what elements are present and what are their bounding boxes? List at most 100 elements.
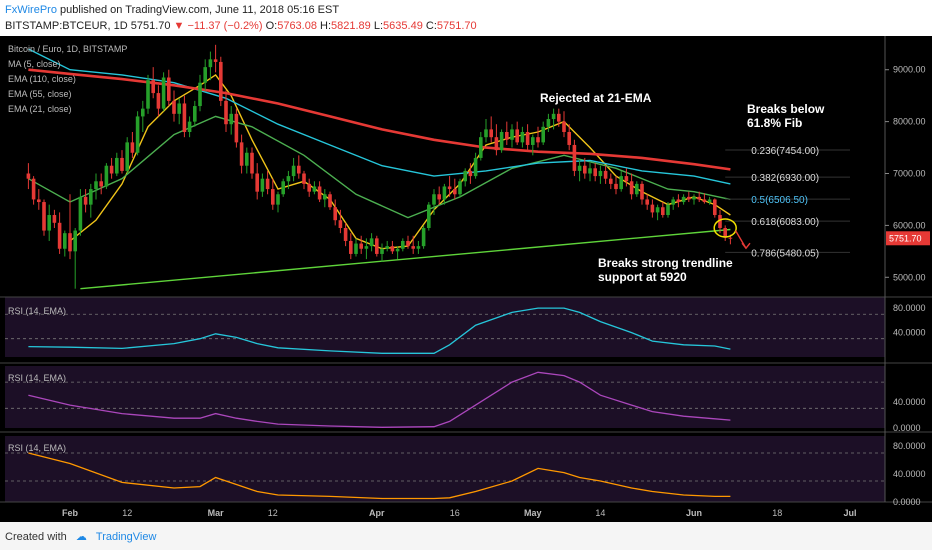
x-tick-label: 12 <box>268 508 278 518</box>
high-label: H: <box>320 20 332 32</box>
footer: Created with ☁ TradingView <box>0 522 932 550</box>
candle-body <box>718 215 722 228</box>
x-tick-label: Feb <box>62 508 79 518</box>
legend: Bitcoin / Euro, 1D, BITSTAMP MA (5, clos… <box>8 44 127 114</box>
legend-item-ema55: EMA (55, close) <box>8 89 72 99</box>
x-tick-label: Apr <box>369 508 385 518</box>
y-tick-label: 6000.00 <box>893 220 926 230</box>
candle-body <box>385 246 389 249</box>
candle-body <box>333 207 337 221</box>
candle-body <box>83 196 88 205</box>
candle-body <box>499 131 504 151</box>
candle-body <box>135 116 140 153</box>
candle-body <box>125 142 129 171</box>
candle-body <box>603 170 608 179</box>
rsi-title: RSI (14, EMA) <box>8 443 66 453</box>
candle-body <box>655 207 660 213</box>
rsi-panels[interactable]: RSI (14, EMA) 40.0000 80.0000 RSI (14, EMA)… <box>5 303 926 507</box>
candle-body <box>343 227 348 241</box>
candle-body <box>515 129 519 143</box>
candle-body <box>453 189 457 195</box>
candle-body <box>645 199 649 205</box>
candle-body <box>338 220 343 228</box>
candle-body <box>551 113 556 120</box>
candle-body <box>557 113 561 122</box>
close-label: C: <box>425 20 437 32</box>
candle-body <box>401 240 405 249</box>
y-tick-label: 9000.00 <box>893 65 926 75</box>
candle-body <box>99 181 103 187</box>
candle-body <box>115 157 119 174</box>
candle-body <box>229 113 233 125</box>
rsi-title: RSI (14, EMA) <box>8 306 66 316</box>
price-plot[interactable]: 0.236(7454.00) 0.382(6930.00) 0.5(6506.50)… <box>26 44 850 290</box>
rsi-line <box>28 371 731 428</box>
candle-body <box>525 131 530 145</box>
candle-body <box>213 59 218 62</box>
candle-body <box>447 186 452 190</box>
x-tick-label: 16 <box>450 508 460 518</box>
candle-body <box>707 199 712 203</box>
candle-body <box>297 165 301 174</box>
candle-body <box>421 227 426 247</box>
candle-body <box>473 157 478 177</box>
chart-header: FxWirePro published on TradingView.com, … <box>0 0 932 36</box>
candle-body <box>68 233 72 252</box>
candle-body <box>629 181 634 195</box>
tradingview-logo-icon[interactable]: ☁ <box>75 531 87 543</box>
x-tick-label: 18 <box>772 508 782 518</box>
candle-body <box>577 165 582 171</box>
fib-label: 0.236(7454.00) <box>751 146 819 157</box>
series-line-0 <box>69 73 731 250</box>
candle-body <box>255 173 259 192</box>
candle-body <box>234 113 239 143</box>
candle-body <box>317 186 322 200</box>
candle-body <box>510 129 514 140</box>
author-link[interactable]: FxWirePro <box>5 4 57 16</box>
candle-body <box>609 178 613 184</box>
candle-body <box>390 246 395 252</box>
candle-body <box>572 144 577 171</box>
series-line-3 <box>28 68 731 171</box>
annotation-text: support at 5920 <box>598 270 687 284</box>
candle-body <box>650 204 655 213</box>
candle-body <box>239 142 244 166</box>
candle-body <box>73 230 77 252</box>
candle-body <box>536 137 540 143</box>
candle-body <box>406 240 410 247</box>
candle-body <box>219 61 223 101</box>
last-price-label: 5751.70 <box>889 233 922 243</box>
candle-body <box>109 165 114 174</box>
candle-body <box>42 202 46 231</box>
price-change: ▼ −11.37 (−0.2%) <box>173 20 263 32</box>
legend-item-ema110: EMA (110, close) <box>8 74 76 84</box>
candle-body <box>193 106 197 122</box>
last-price: 5751.70 <box>130 20 171 32</box>
candle-body <box>546 119 551 127</box>
candle-body <box>281 181 285 195</box>
x-tick-label: 12 <box>122 508 132 518</box>
candle-body <box>120 157 124 171</box>
candle-body <box>276 194 280 205</box>
candle-body <box>286 176 291 182</box>
series-line-4 <box>80 228 731 290</box>
candle-body <box>432 194 436 205</box>
candle-body <box>323 194 327 200</box>
tradingview-brand[interactable]: TradingView <box>95 531 157 543</box>
candle-body <box>697 196 701 200</box>
chart-area[interactable]: 0.236(7454.00) 0.382(6930.00) 0.5(6506.50)… <box>0 36 932 522</box>
rsi-tick-label: 40.0000 <box>893 328 926 338</box>
candle-body <box>161 77 166 109</box>
candle-body <box>156 93 161 109</box>
grid <box>0 296 932 503</box>
candle-body <box>437 194 441 200</box>
ohlc-line: BITSTAMP:BTCEUR, 1D 5751.70 ▼ −11.37 (−0… <box>5 20 477 32</box>
candle-body <box>52 215 57 223</box>
rsi3-band <box>5 436 885 502</box>
x-tick-label: Mar <box>208 508 225 518</box>
candle-body <box>640 183 644 200</box>
fib-label: 0.786(5480.05) <box>751 248 819 259</box>
candle-body <box>359 243 363 249</box>
candle-body <box>395 248 400 252</box>
candle-body <box>260 178 265 192</box>
